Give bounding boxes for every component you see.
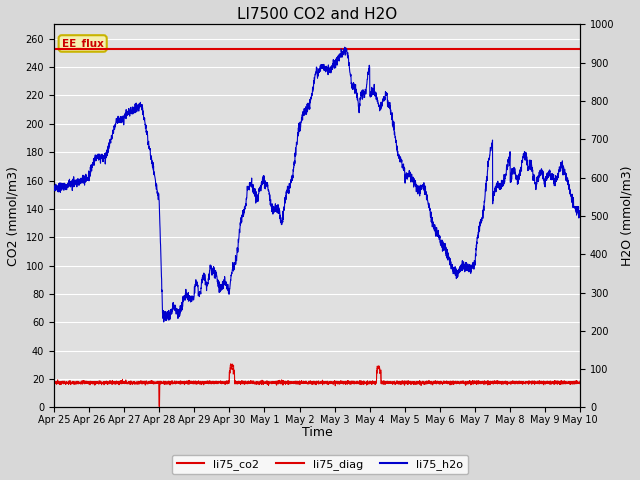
Y-axis label: H2O (mmol/m3): H2O (mmol/m3) — [620, 166, 633, 266]
Text: EE_flux: EE_flux — [61, 38, 104, 48]
X-axis label: Time: Time — [301, 426, 332, 440]
Title: LI7500 CO2 and H2O: LI7500 CO2 and H2O — [237, 7, 397, 22]
Legend: li75_co2, li75_diag, li75_h2o: li75_co2, li75_diag, li75_h2o — [172, 455, 468, 474]
Y-axis label: CO2 (mmol/m3): CO2 (mmol/m3) — [7, 166, 20, 266]
